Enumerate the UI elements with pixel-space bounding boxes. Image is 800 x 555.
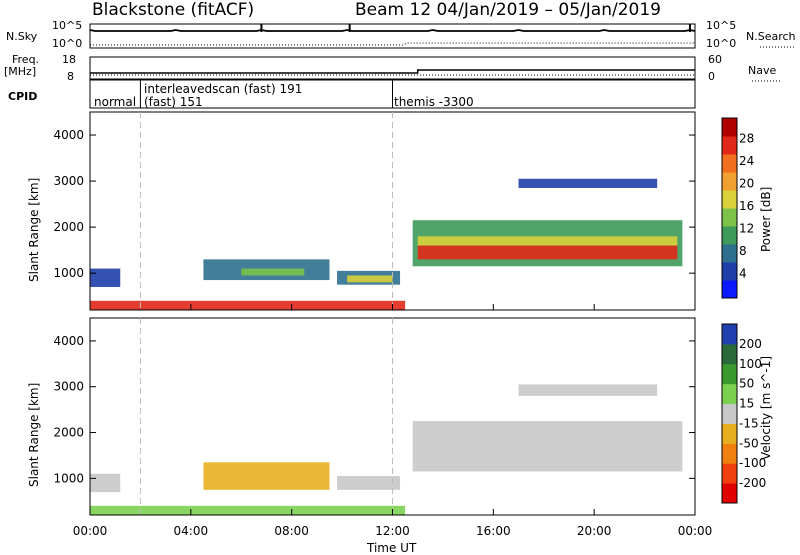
freq-top-tick: 18 [62,53,76,66]
power-colorbar-tick-3: 16 [739,199,754,213]
velocity-colorbar-frame [721,323,738,504]
xtick-label-6: 00:00 [678,524,713,538]
power-patch-mid-core [241,268,305,276]
power-ground-band [90,300,406,310]
chart-subtitle: Beam 12 04/Jan/2019 – 05/Jan/2019 [355,0,661,20]
power-ytick-label-1: 2000 [53,220,84,234]
nsearch-trace [90,42,695,46]
xtick-label-4: 16:00 [476,524,511,538]
xtick-label-1: 04:00 [174,524,209,538]
velocity-colorbar-tick-2: 50 [739,377,754,391]
power-colorbar-tick-2: 12 [739,222,754,236]
velocity-patch-mid [203,462,330,490]
nsky-left-bottom-tick: 10^0 [52,37,83,50]
power-colorbar-tick-5: 24 [739,154,754,168]
power-patch-late-core [347,275,393,283]
freq-unit-label: [MHz] [4,65,37,78]
velocity-colorbar-seg-4 [722,403,737,424]
power-colorbar-seg-3 [722,226,737,245]
velocity-colorbar-seg-1 [722,463,737,484]
nsearch-label: N.Search [746,30,796,43]
velocity-ytick-label-2: 3000 [53,380,84,394]
nave-top-tick: 60 [708,53,722,66]
velocity-colorbar-seg-0 [722,483,737,504]
xtick-label-5: 20:00 [577,524,612,538]
power-colorbar-tick-1: 8 [739,244,747,258]
nsky-right-top-tick: 10^5 [706,19,737,32]
power-colorbar-seg-1 [722,262,737,281]
power-colorbar-seg-4 [722,208,737,227]
xtick-label-0: 00:00 [73,524,108,538]
power-colorbar-seg-5 [722,190,737,209]
power-far-mid [417,236,678,246]
velocity-colorbar-tick-3: 15 [739,397,754,411]
nave-bottom-tick: 0 [708,70,715,83]
xtick-label-3: 12:00 [375,524,410,538]
nsky-label: N.Sky [6,30,38,43]
power-colorbar-seg-6 [722,172,737,191]
cpid-segment-interleaved: interleavedscan (fast) 191 [144,82,303,96]
xtick-label-2: 08:00 [274,524,309,538]
cpid-segment-themis: themis -3300 [394,95,474,109]
velocity-patch-early [90,473,121,493]
power-colorbar-seg-2 [722,244,737,263]
velocity-ytick-label-3: 4000 [53,334,84,348]
velocity-far-band [412,421,683,472]
nsky-strip [89,23,696,49]
velocity-colorbar-tick-0: 200 [739,337,762,351]
velocity-colorbar-seg-8 [722,324,737,345]
velocity-colorbar-tick-7: -200 [739,476,766,490]
velocity-patch-late [337,476,401,490]
power-colorbar-tick-4: 20 [739,177,754,191]
velocity-colorbar-tick-6: -100 [739,456,766,470]
x-axis-label: Time UT [367,541,417,555]
velocity-ytick-label-1: 2000 [53,426,84,440]
power-colorbar-seg-8 [722,136,737,155]
power-far-core [417,245,678,260]
velocity-colorbar-tick-4: -15 [739,416,759,430]
cpid-label: CPID [8,90,38,103]
power-ytick-label-3: 4000 [53,128,84,142]
power-colorbar-seg-0 [722,280,737,299]
power-colorbar-seg-7 [722,154,737,173]
velocity-colorbar-seg-5 [722,383,737,405]
nsky-trace [89,29,696,32]
power-high-band [518,178,658,188]
freq-bottom-tick: 8 [67,70,74,83]
nave-label: Nave [748,64,777,77]
cpid-segment-interleaved-2: (fast) 151 [144,95,203,109]
cpid-segment-normal: normal [94,95,137,109]
velocity-high-band [518,384,658,396]
nsky-right-bottom-tick: 10^0 [706,37,737,50]
power-colorbar-seg-9 [722,118,737,137]
freq-label: Freq. [12,53,40,66]
velocity-colorbar-tick-5: -50 [739,436,759,450]
power-ylabel: Slant Range [km] [27,177,41,282]
power-patch-early [90,268,121,287]
power-colorbar-frame [721,117,738,299]
velocity-ytick-label-0: 1000 [53,471,84,485]
velocity-colorbar-seg-3 [722,423,737,444]
nsky-left-top-tick: 10^5 [52,19,83,32]
power-colorbar-label: Power [dB] [759,186,773,252]
velocity-colorbar-label: Velocity [m s^-1] [759,355,773,460]
velocity-colorbar-seg-7 [722,343,737,365]
velocity-colorbar-seg-6 [722,363,737,385]
velocity-colorbar-tick-1: 100 [739,357,762,371]
velocity-ylabel: Slant Range [km] [27,382,41,487]
power-ytick-label-2: 3000 [53,174,84,188]
velocity-ground-band [90,505,406,515]
velocity-colorbar-seg-2 [722,443,737,464]
freq-trace [90,69,695,74]
chart-title: Blackstone (fitACF) [92,0,255,20]
power-colorbar-tick-0: 4 [739,267,747,281]
power-ytick-label-0: 1000 [53,266,84,280]
freq-strip [89,56,696,80]
power-colorbar-tick-6: 28 [739,132,754,146]
